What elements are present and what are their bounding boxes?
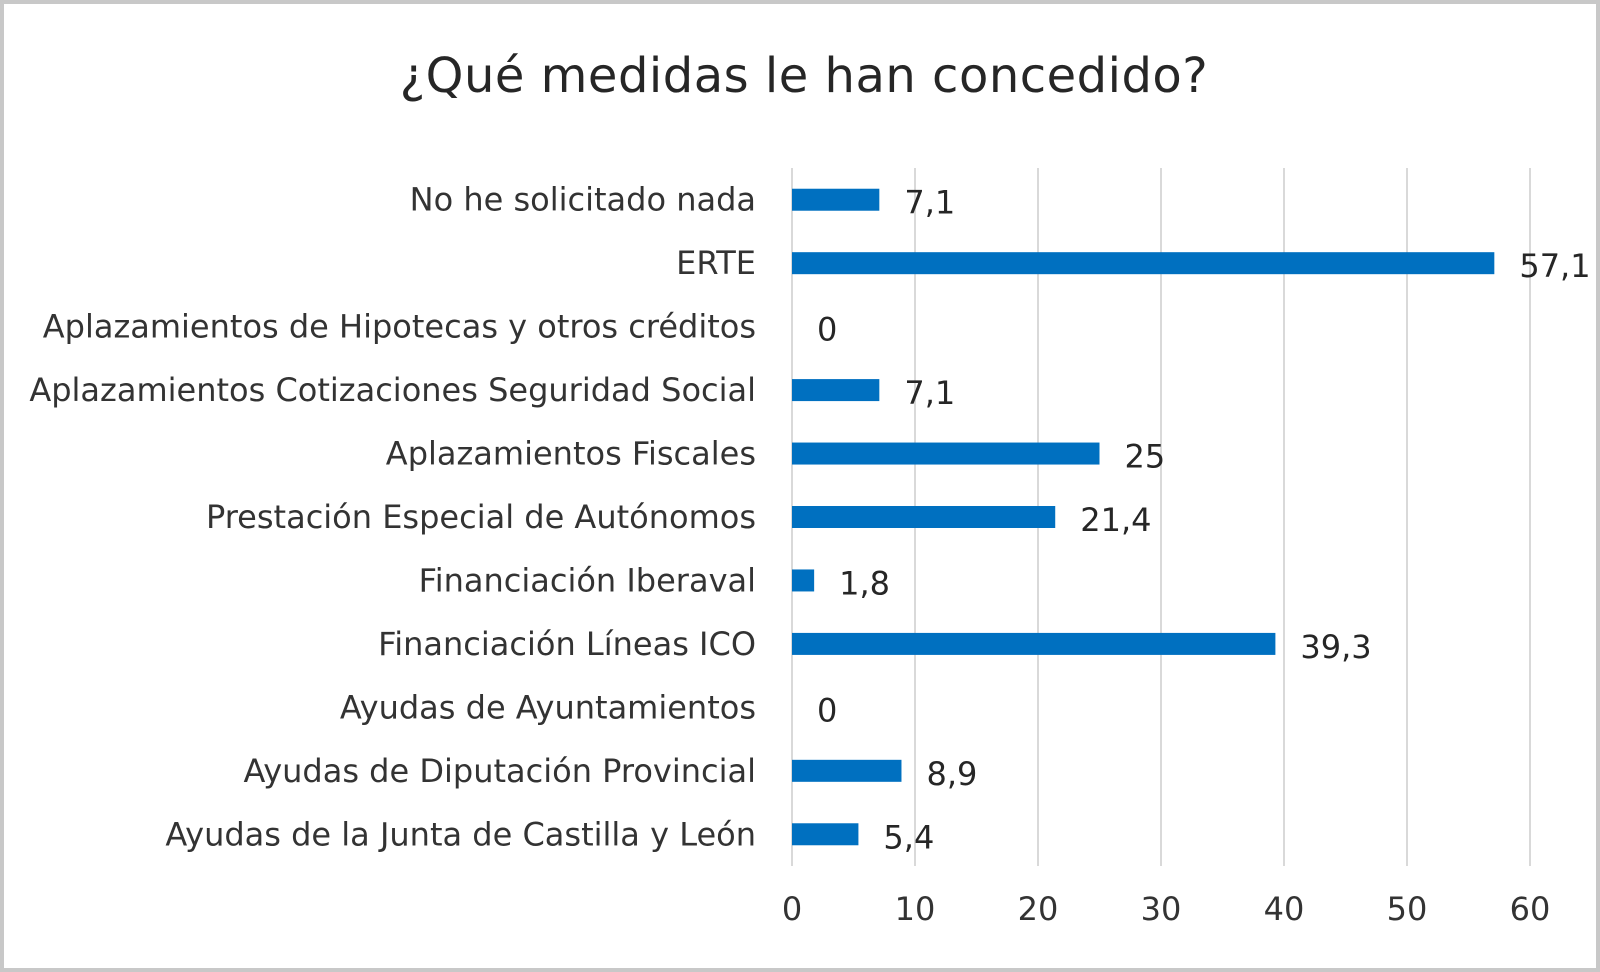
value-label: 57,1 <box>1519 247 1590 285</box>
x-tick-label: 10 <box>895 890 936 928</box>
category-label: Ayudas de Diputación Provincial <box>243 752 756 790</box>
category-label: Financiación Líneas ICO <box>378 625 756 663</box>
bar <box>792 569 815 592</box>
category-label: Aplazamientos de Hipotecas y otros crédi… <box>43 308 756 346</box>
x-tick-label: 30 <box>1141 890 1182 928</box>
x-tick-labels: 0 10 20 30 40 50 60 <box>782 890 1551 928</box>
value-label: 5,4 <box>883 818 934 856</box>
category-labels: No he solicitado nada ERTE Aplazamientos d… <box>29 181 756 854</box>
x-tick-label: 50 <box>1387 890 1428 928</box>
value-label: 7,1 <box>904 184 955 222</box>
value-label: 39,3 <box>1300 628 1371 666</box>
value-label: 8,9 <box>926 755 977 793</box>
chart-title: ¿Qué medidas le han concedido? <box>399 48 1209 104</box>
value-label: 25 <box>1125 438 1166 476</box>
value-label: 21,4 <box>1080 501 1151 539</box>
value-labels: 7,1 57,1 0 7,1 25 21,4 1,8 39,3 0 8,9 5,4 <box>817 184 1591 857</box>
category-label: Ayudas de la Junta de Castilla y León <box>165 815 756 853</box>
value-label: 0 <box>817 311 837 349</box>
bar <box>792 188 880 211</box>
x-tick-label: 20 <box>1018 890 1059 928</box>
bar <box>792 442 1100 465</box>
bars <box>792 188 1495 846</box>
category-label: Ayudas de Ayuntamientos <box>340 688 756 726</box>
x-tick-label: 60 <box>1510 890 1551 928</box>
bar <box>792 252 1495 275</box>
bar <box>792 379 880 402</box>
bar <box>792 759 902 782</box>
bar <box>792 506 1056 528</box>
value-label: 7,1 <box>904 374 955 412</box>
category-label: Aplazamientos Cotizaciones Seguridad Soc… <box>29 371 756 409</box>
category-label: ERTE <box>676 244 756 282</box>
value-label: 1,8 <box>839 564 890 602</box>
bar <box>792 823 859 846</box>
x-tick-label: 40 <box>1264 890 1305 928</box>
category-label: No he solicitado nada <box>410 181 756 219</box>
category-label: Prestación Especial de Autónomos <box>206 498 756 536</box>
value-label: 0 <box>817 691 837 729</box>
x-tick-label: 0 <box>782 890 802 928</box>
category-label: Aplazamientos Fiscales <box>386 435 756 473</box>
bar <box>792 632 1276 655</box>
category-label: Financiación Iberaval <box>419 561 756 599</box>
